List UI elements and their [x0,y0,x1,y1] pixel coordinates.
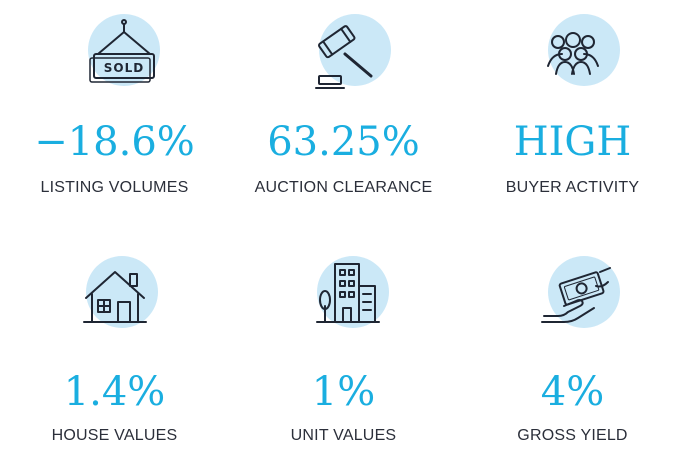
stat-unit-values: 1% UNIT VALUES [229,250,458,450]
stat-value: 1.4% [63,369,166,415]
money-hand-icon [518,250,628,340]
sold-sign-icon: SOLD [60,10,170,100]
apartment-building-icon [289,250,399,340]
stat-value: −18.6% [34,119,195,165]
stat-label: LISTING VOLUMES [40,179,189,196]
sold-sign-text: SOLD [103,61,143,75]
stat-value: 63.25% [267,119,420,165]
stat-gross-yield: 4% GROSS YIELD [458,250,687,450]
stat-auction-clearance: 63.25% AUCTION CLEARANCE [229,0,458,200]
stat-label: GROSS YIELD [517,427,628,444]
auction-gavel-icon [289,10,399,100]
house-icon [60,250,170,340]
stat-label: HOUSE VALUES [51,427,178,444]
stat-house-values: 1.4% HOUSE VALUES [0,250,229,450]
stat-label: UNIT VALUES [290,427,397,444]
stat-value: 4% [540,369,605,415]
buyer-group-icon [518,10,628,100]
stat-value: HIGH [513,119,632,165]
stat-buyer-activity: HIGH BUYER ACTIVITY [458,0,687,200]
stat-label: BUYER ACTIVITY [505,179,640,196]
stat-label: AUCTION CLEARANCE [254,179,433,196]
stat-value: 1% [311,369,376,415]
stat-listing-volumes: SOLD −18.6% LISTING VOLUMES [0,0,229,200]
